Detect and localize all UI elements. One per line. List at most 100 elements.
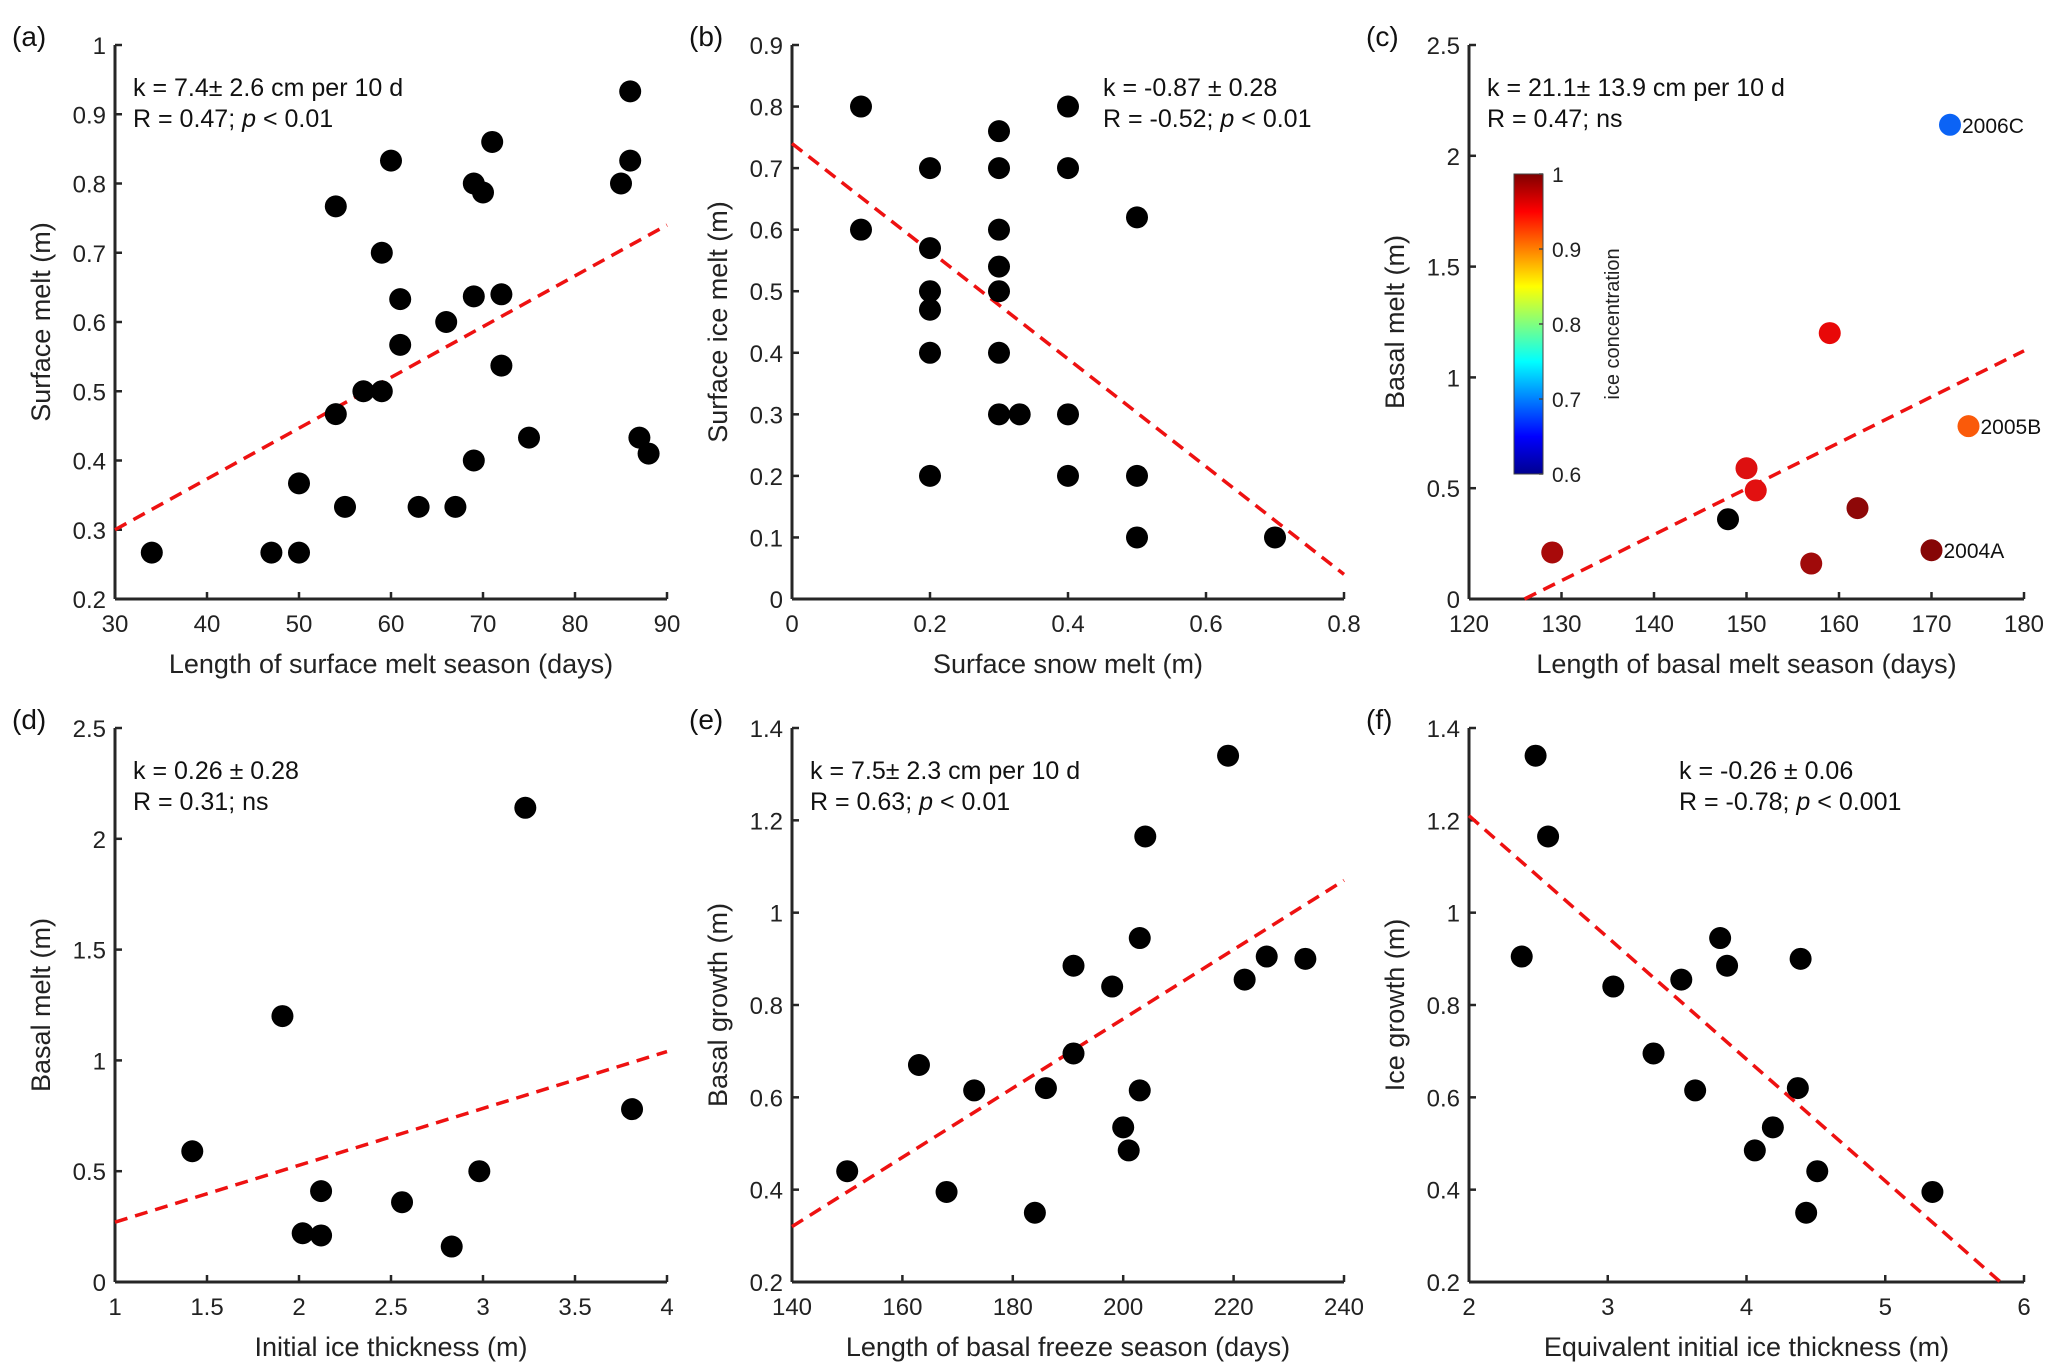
x-axis-label: Equivalent initial ice thickness (m) (1544, 1332, 1949, 1362)
data-point (935, 1180, 958, 1203)
y-tick-label: 2 (1447, 144, 1460, 171)
panel-f: (f) 2 3 4 5 6 0.2 0.4 0.6 0.8 1 1.2 1.4 Equivalent in… (1366, 704, 2031, 1362)
data-point (435, 311, 458, 333)
panel-c: (c) 120 130 140 150 160 170 180 0 0.5 1 1.5 2 2.5 Leng… (1366, 21, 2044, 679)
data-point (1806, 1160, 1829, 1183)
y-tick-label: 0 (770, 587, 783, 614)
panel-label: (b) (689, 21, 723, 52)
x-tick-label: 40 (194, 611, 221, 638)
x-tick-label: 150 (1726, 611, 1766, 638)
data-point (988, 280, 1010, 303)
data-point (1057, 157, 1079, 180)
data-point (462, 449, 485, 472)
data-point (140, 541, 163, 564)
data-point (919, 237, 941, 260)
panel-label: (e) (689, 704, 723, 735)
x-tick-label: 130 (1541, 611, 1581, 638)
data-point (1101, 975, 1124, 998)
stats-annotation-segment: k = 7.4± 2.6 cm per 10 d (133, 74, 403, 102)
data-point (1642, 1042, 1665, 1065)
y-tick-label: 2.5 (73, 716, 106, 743)
data-point (619, 149, 642, 172)
y-tick-label: 0.2 (1427, 1270, 1460, 1297)
data-point (628, 426, 651, 449)
y-tick-label: 0.2 (750, 464, 783, 491)
stats-annotation: k = 21.1± 13.9 cm per 10 d (1487, 74, 1785, 102)
x-axis-label: Initial ice thickness (m) (254, 1332, 527, 1362)
data-point (1541, 541, 1564, 564)
y-tick-label: 0.7 (750, 156, 783, 183)
stats-annotation-segment: p (1795, 788, 1810, 816)
data-point (490, 283, 513, 306)
data-point (472, 181, 494, 204)
y-tick-label: 0.9 (73, 102, 106, 129)
data-point (1057, 403, 1079, 426)
data-point (468, 1160, 491, 1183)
panel-e: (e) 140 160 180 200 220 240 0.2 0.4 0.6 0.8 1 1.2 1.4… (689, 704, 1364, 1362)
y-tick-label: 1.5 (1427, 255, 1460, 282)
data-point (919, 157, 941, 180)
stats-annotation-segment: k = 7.5± 2.3 cm per 10 d (810, 757, 1080, 785)
y-tick-label: 2.5 (1427, 33, 1460, 60)
x-tick-label: 0.4 (1051, 611, 1084, 638)
x-tick-label: 3.5 (558, 1294, 591, 1321)
y-tick-label: 0 (1447, 587, 1460, 614)
data-point (1524, 744, 1547, 767)
data-point (407, 495, 430, 518)
y-tick-label: 1.2 (750, 808, 783, 835)
data-point (1057, 464, 1079, 487)
data-point (1786, 1077, 1809, 1100)
x-tick-label: 60 (378, 611, 405, 638)
x-tick-label: 0.8 (1327, 611, 1360, 638)
y-tick-label: 0 (93, 1270, 106, 1297)
x-tick-label: 160 (882, 1294, 922, 1321)
panel-label: (d) (12, 704, 46, 735)
data-point (919, 341, 941, 364)
colorbar-tick-label: 0.7 (1552, 389, 1581, 412)
stats-annotation-segment: < 0.01 (933, 788, 1010, 816)
colorbar-tick-label: 1 (1552, 164, 1564, 187)
x-tick-label: 180 (2004, 611, 2044, 638)
data-point (988, 218, 1010, 241)
data-point (1709, 927, 1732, 950)
y-axis-label: Ice growth (m) (1380, 919, 1410, 1092)
stats-annotation-segment: R = 0.63; (810, 788, 919, 816)
colorbar-tick-label: 0.9 (1552, 239, 1581, 262)
x-tick-label: 4 (1740, 1294, 1753, 1321)
x-tick-label: 180 (993, 1294, 1033, 1321)
data-point (391, 1191, 414, 1214)
data-point (444, 495, 467, 518)
y-axis-label: Basal growth (m) (703, 903, 733, 1107)
x-tick-label: 240 (1324, 1294, 1364, 1321)
x-tick-label: 170 (1911, 611, 1951, 638)
data-point (621, 1098, 644, 1121)
y-tick-label: 1 (93, 1048, 106, 1075)
data-point (1920, 539, 1943, 562)
x-tick-label: 160 (1819, 611, 1859, 638)
colorbar-tick-label: 0.8 (1552, 314, 1581, 337)
data-point (1957, 415, 1980, 438)
x-tick-label: 50 (286, 611, 313, 638)
data-point (1939, 113, 1961, 136)
colorbar-tick-label: 0.6 (1552, 464, 1581, 487)
stats-annotation-segment: k = -0.87 ± 0.28 (1103, 74, 1277, 102)
x-tick-label: 120 (1449, 611, 1489, 638)
data-point (389, 288, 412, 311)
data-point (1717, 508, 1739, 531)
data-point-label: 2004A (1944, 540, 2005, 563)
data-point (481, 130, 504, 153)
x-axis-label: Length of basal melt season (days) (1536, 649, 1956, 679)
data-point (370, 380, 393, 403)
y-tick-label: 0.9 (750, 33, 783, 60)
y-tick-label: 1 (770, 901, 783, 928)
y-tick-label: 0.8 (1427, 993, 1460, 1020)
data-point (440, 1235, 463, 1258)
regression-fit-line (1467, 814, 2002, 1284)
x-tick-label: 0.2 (913, 611, 946, 638)
x-tick-label: 80 (562, 611, 589, 638)
colorbar-gradient (1513, 173, 1544, 475)
y-axis-label: Surface ice melt (m) (703, 201, 733, 443)
regression-fit-line (114, 223, 668, 532)
y-tick-label: 0.5 (73, 1159, 106, 1186)
x-tick-label: 4 (660, 1294, 673, 1321)
